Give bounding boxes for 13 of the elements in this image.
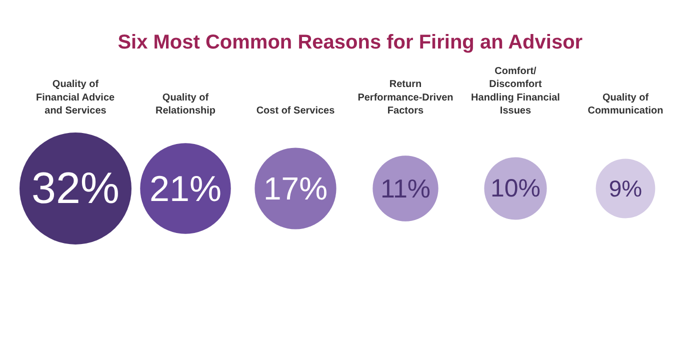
data-label: 32%: [31, 164, 120, 213]
category-label: Cost of Services: [256, 106, 336, 116]
data-label: 17%: [263, 170, 328, 206]
category-label: Quality of Communication: [588, 92, 664, 116]
category-label: Quality of Relationship: [156, 92, 216, 116]
category-label: Quality of Financial Advice and Services: [36, 79, 116, 116]
category-label: Return Performance-Driven Factors: [358, 79, 454, 116]
category-label: Comfort/ Discomfort Handling Financial Issues: [471, 66, 560, 116]
text: Six Most Common Reasons for Firing an Advisor: [118, 32, 583, 54]
data-label: 21%: [149, 168, 222, 209]
data-label: 10%: [490, 174, 541, 202]
data-label: 9%: [608, 176, 642, 202]
data-label: 11%: [380, 174, 431, 204]
